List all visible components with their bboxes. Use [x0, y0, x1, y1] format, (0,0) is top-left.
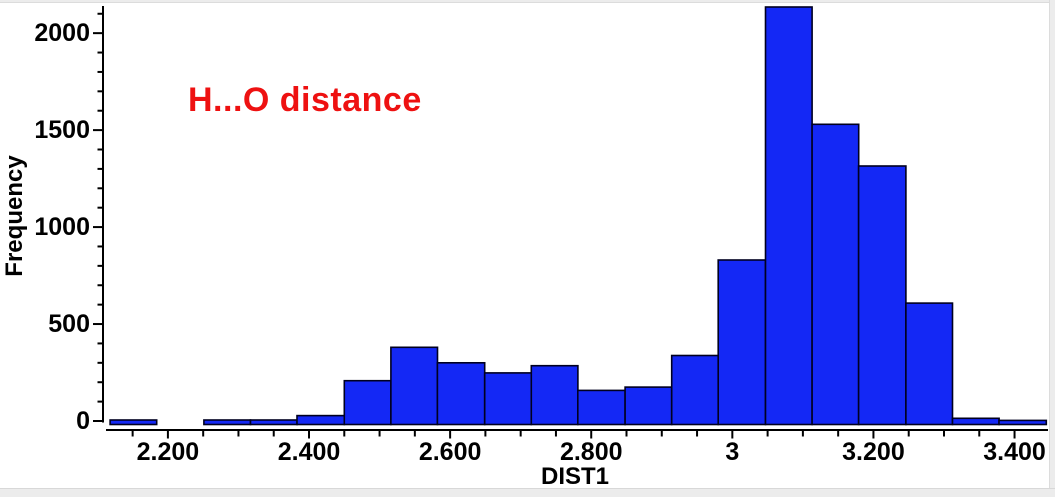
- histogram-bar: [624, 386, 673, 426]
- window-frame-top-edge: [0, 0, 1055, 3]
- histogram-bar: [203, 419, 252, 426]
- histogram-bar: [811, 123, 860, 426]
- window-frame-bottom-edge: [0, 488, 1055, 497]
- histogram-bar: [717, 259, 767, 426]
- x-tick-label: 2.600: [418, 438, 482, 466]
- histogram-bar: [905, 302, 954, 426]
- window-frame-right-edge: [1049, 0, 1055, 497]
- histogram-bar: [390, 346, 439, 426]
- y-tick-label: 0: [76, 407, 90, 435]
- histogram-bar: [436, 361, 486, 426]
- y-tick-label: 500: [48, 310, 90, 339]
- y-tick-label: 1500: [34, 116, 90, 145]
- x-tick-label: 2.200: [136, 438, 200, 466]
- x-tick-label: 2.400: [277, 438, 341, 466]
- x-tick-label: 3.400: [983, 438, 1046, 466]
- histogram-bar: [343, 379, 392, 426]
- histogram-bar: [109, 419, 158, 426]
- y-tick-label: 2000: [34, 19, 90, 48]
- histogram-bar: [249, 419, 298, 426]
- histogram-bar: [483, 372, 533, 426]
- histogram-bar: [670, 354, 720, 426]
- x-tick-label: 3: [725, 438, 740, 466]
- x-tick-label: 3.200: [842, 438, 905, 466]
- histogram-bar: [764, 6, 813, 426]
- histogram-bar: [296, 414, 346, 426]
- x-axis-title: DIST1: [540, 463, 609, 490]
- histogram-bar: [857, 165, 907, 426]
- histogram-bar: [951, 417, 1000, 426]
- histogram-bar: [998, 419, 1048, 426]
- y-tick-label: 1000: [34, 213, 90, 242]
- chart-title: H...O distance: [188, 81, 422, 119]
- histogram-bar: [576, 389, 626, 426]
- histogram-bar: [530, 364, 579, 426]
- x-tick-label: 2.800: [559, 438, 623, 466]
